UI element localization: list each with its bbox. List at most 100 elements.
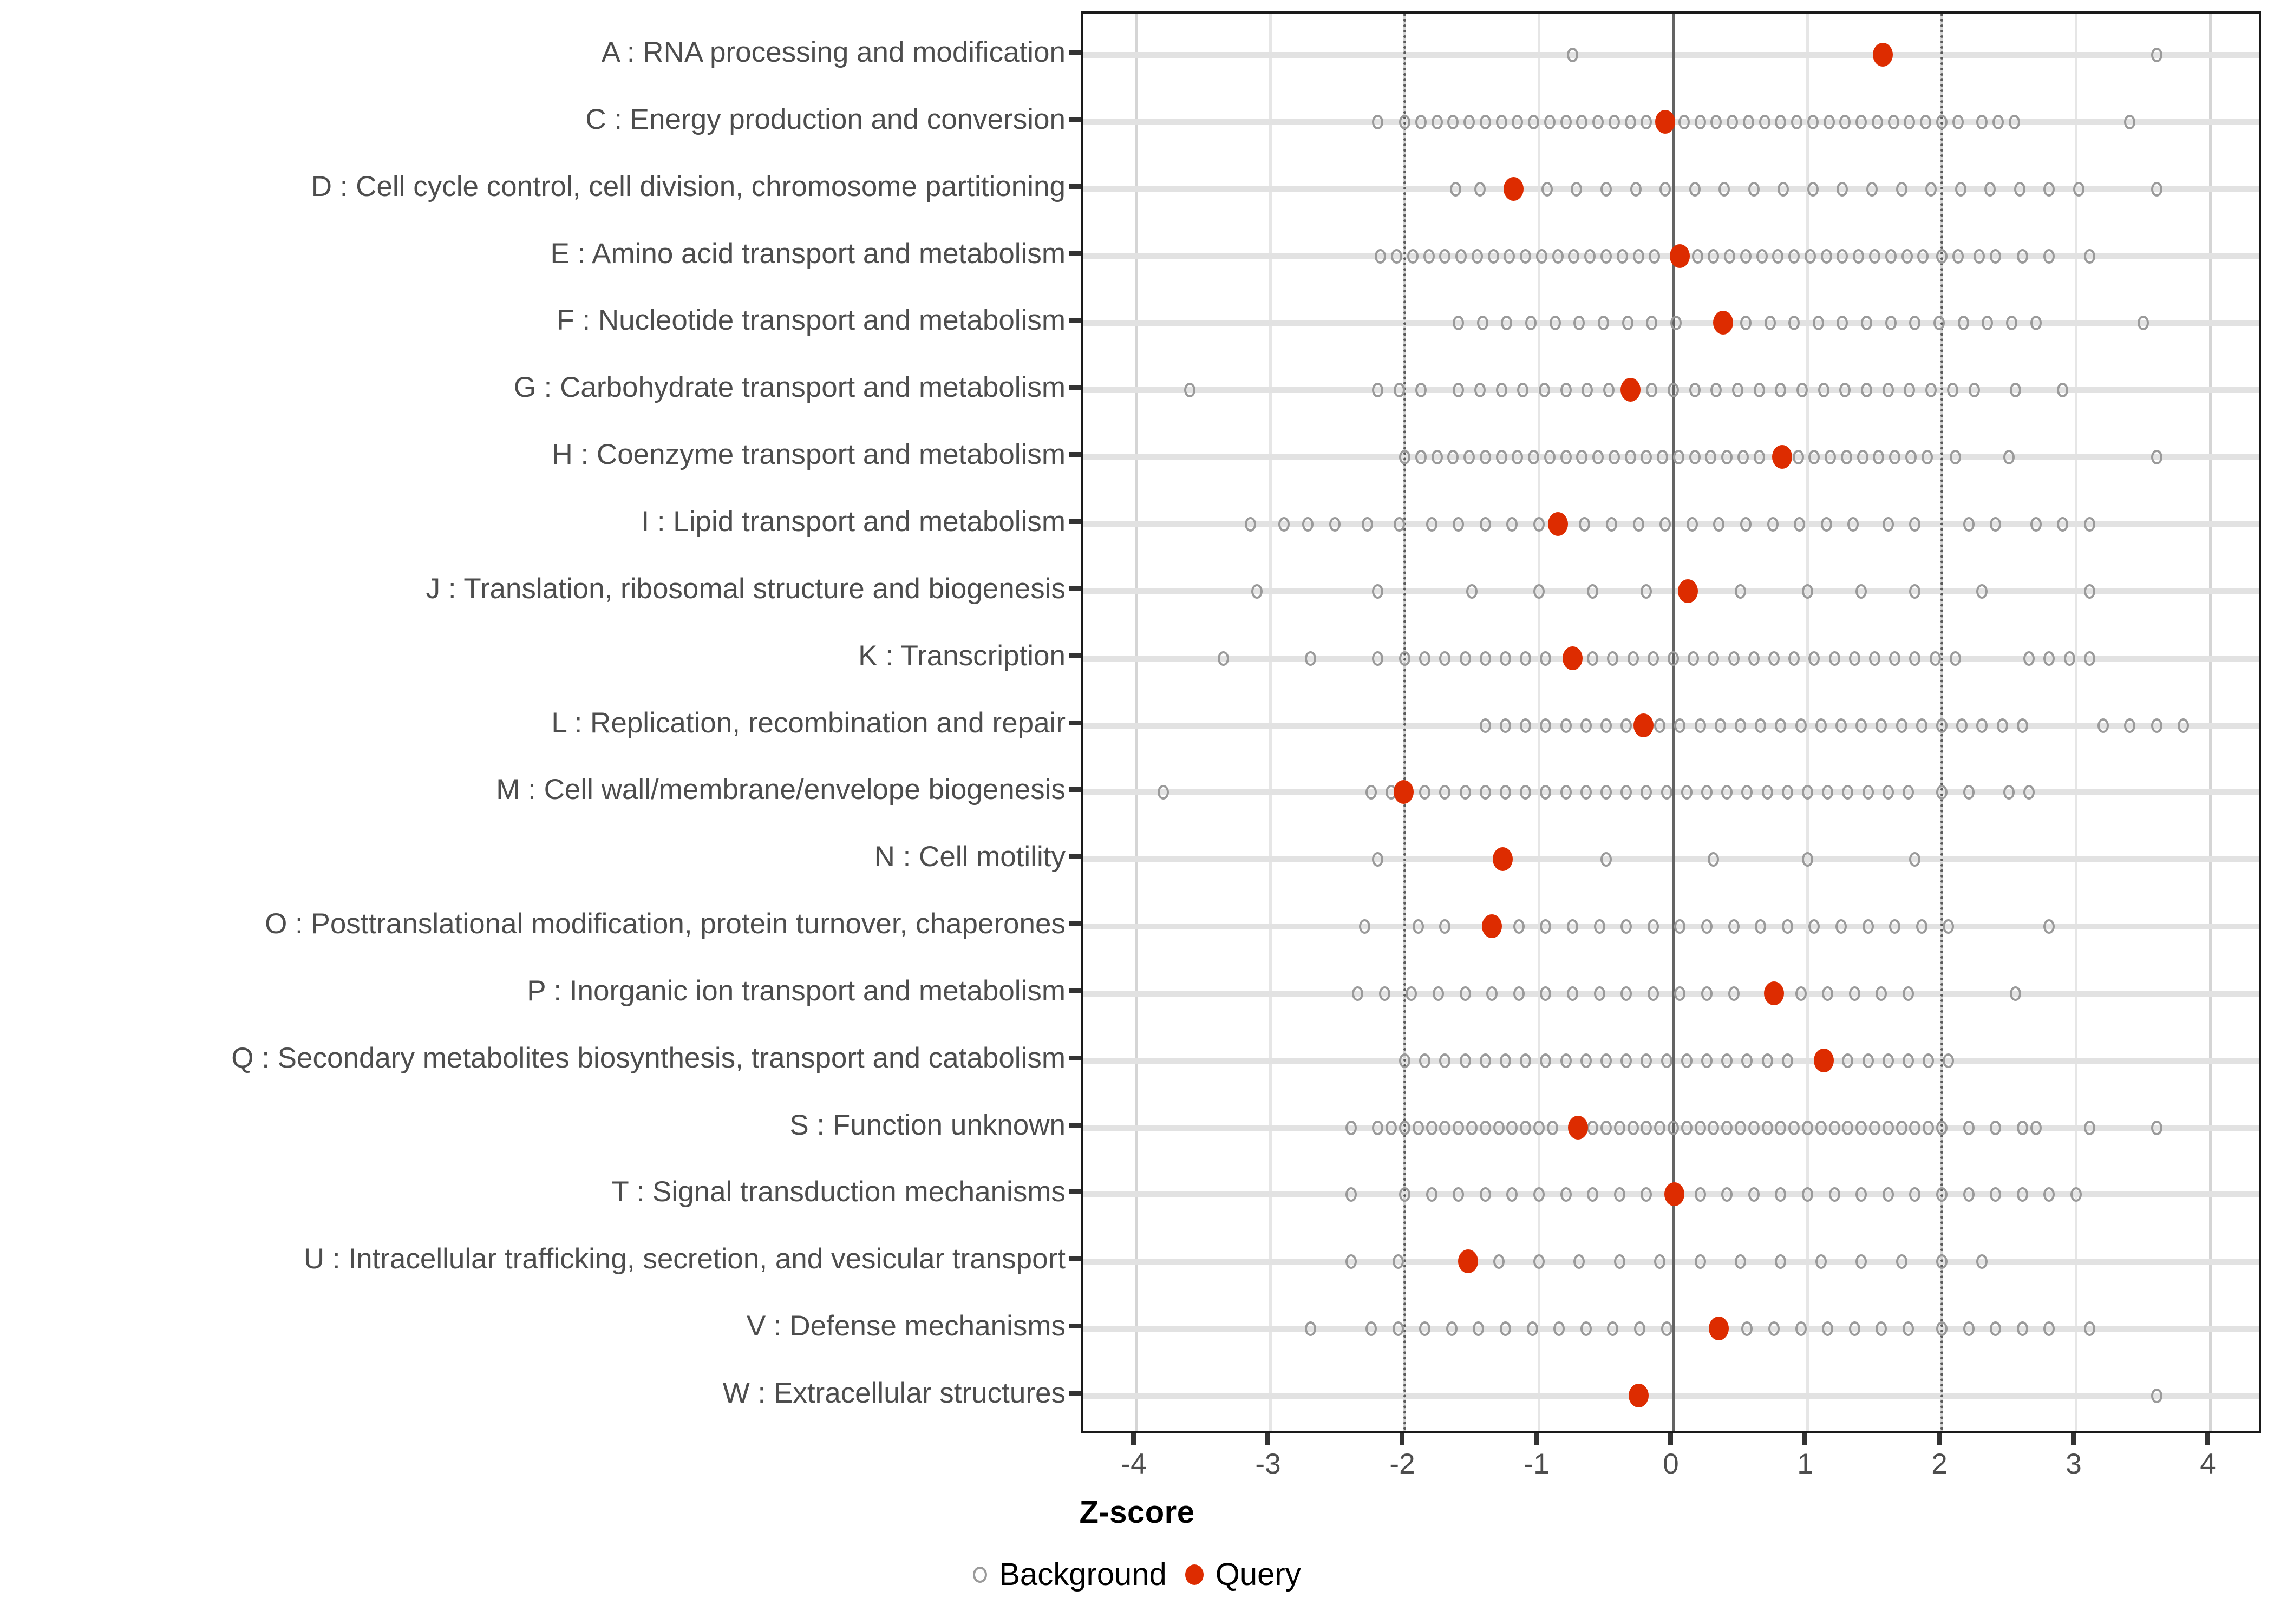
background-point — [1535, 248, 1547, 264]
background-point — [1641, 1187, 1652, 1202]
background-point — [2097, 718, 2109, 733]
background-point — [1582, 383, 1593, 398]
y-gridline — [1083, 1259, 2259, 1265]
y-axis-tick — [1069, 519, 1081, 524]
background-point — [1580, 1321, 1592, 1337]
y-axis-tick — [1069, 116, 1081, 122]
background-point — [1431, 450, 1443, 465]
background-point — [1447, 450, 1459, 465]
background-point — [1761, 1053, 1773, 1068]
query-point[interactable] — [1709, 1317, 1729, 1341]
background-point — [1593, 986, 1605, 1001]
x-axis-title: Z-score — [1079, 1495, 1195, 1530]
query-point[interactable] — [1393, 780, 1414, 804]
x-axis-label: -1 — [1524, 1448, 1550, 1480]
y-axis-tick — [1069, 318, 1081, 323]
background-point — [1748, 651, 1760, 666]
background-point — [1936, 1187, 1948, 1202]
background-point — [1984, 181, 1996, 197]
background-point — [1305, 651, 1317, 666]
background-point — [1372, 383, 1384, 398]
query-point[interactable] — [1620, 378, 1641, 402]
background-point — [1925, 181, 1937, 197]
query-point[interactable] — [1567, 1115, 1588, 1140]
background-point — [1708, 1120, 1720, 1135]
background-point — [1415, 450, 1427, 465]
background-point — [1567, 48, 1578, 62]
x-axis-tick — [1668, 1433, 1673, 1445]
background-point — [1620, 785, 1632, 800]
background-point — [1528, 114, 1540, 129]
query-point[interactable] — [1493, 847, 1513, 872]
background-point — [1584, 248, 1596, 264]
background-point — [1533, 1120, 1545, 1135]
background-point — [1600, 852, 1612, 867]
background-point — [1426, 1120, 1437, 1135]
background-point — [1459, 1053, 1471, 1068]
background-point — [1755, 718, 1767, 733]
background-point — [1278, 516, 1290, 532]
background-point — [1439, 1120, 1451, 1135]
background-point — [1871, 114, 1883, 129]
background-point — [1718, 181, 1730, 197]
background-point — [1732, 383, 1744, 398]
query-point[interactable] — [1713, 311, 1733, 335]
query-point[interactable] — [1772, 445, 1792, 469]
background-point — [1634, 1321, 1645, 1337]
x-axis-tick — [2071, 1433, 2076, 1445]
background-point — [1862, 1053, 1874, 1068]
background-point — [1479, 718, 1491, 733]
background-point — [1728, 919, 1740, 934]
background-point — [1802, 1187, 1813, 1202]
query-point[interactable] — [1872, 43, 1893, 67]
background-point — [1963, 785, 1975, 800]
background-point — [1592, 114, 1604, 129]
background-point — [1520, 1120, 1532, 1135]
background-point — [1727, 114, 1739, 129]
background-point — [1513, 919, 1525, 934]
background-point — [1668, 651, 1679, 666]
background-point — [1386, 1120, 1397, 1135]
background-point — [1837, 316, 1848, 331]
query-point[interactable] — [1633, 713, 1654, 737]
background-point — [2063, 651, 2075, 666]
background-point — [1453, 516, 1465, 532]
background-point — [1949, 450, 1961, 465]
y-axis-tick — [1069, 787, 1081, 793]
background-point — [1622, 316, 1633, 331]
legend-item-query[interactable]: Query — [1185, 1559, 1301, 1590]
background-point — [1741, 1053, 1753, 1068]
background-point — [1855, 718, 1867, 733]
background-point — [1419, 1321, 1431, 1337]
query-point[interactable] — [1563, 646, 1583, 670]
background-point — [2083, 516, 2095, 532]
background-point — [1694, 1120, 1706, 1135]
query-point[interactable] — [1547, 512, 1568, 536]
query-point[interactable] — [1628, 1384, 1649, 1407]
background-point — [2151, 1389, 2162, 1403]
query-point[interactable] — [1482, 914, 1502, 939]
background-point — [1772, 248, 1784, 264]
legend-item-background[interactable]: Background — [973, 1559, 1167, 1590]
background-point — [1567, 986, 1578, 1001]
y-axis-tick — [1069, 1391, 1081, 1396]
query-point[interactable] — [1655, 109, 1676, 134]
background-point — [1560, 450, 1572, 465]
background-point — [1775, 1254, 1787, 1269]
background-point — [1842, 1120, 1854, 1135]
background-point — [1479, 1187, 1491, 1202]
background-point — [1929, 651, 1941, 666]
query-point[interactable] — [1664, 1182, 1685, 1207]
query-point[interactable] — [1813, 1048, 1834, 1072]
background-point — [1647, 919, 1659, 934]
x-axis-tick — [1937, 1433, 1942, 1445]
background-point — [1573, 1254, 1585, 1269]
background-point — [1419, 1053, 1431, 1068]
query-point[interactable] — [1458, 1249, 1478, 1274]
background-point — [1741, 1321, 1753, 1337]
query-point[interactable] — [1503, 176, 1524, 201]
query-point[interactable] — [1678, 579, 1698, 603]
background-point — [1520, 248, 1532, 264]
query-point[interactable] — [1764, 981, 1784, 1005]
query-point[interactable] — [1670, 244, 1690, 268]
